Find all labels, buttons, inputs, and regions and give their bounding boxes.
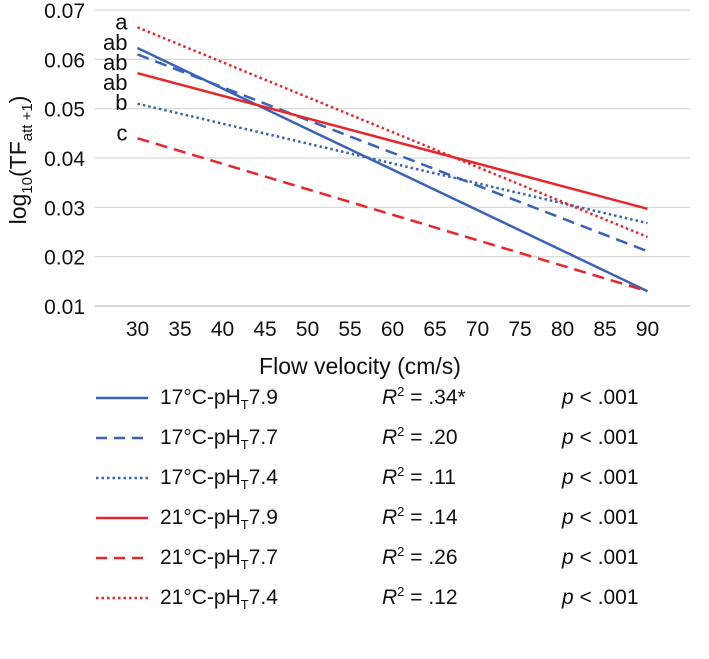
series-line-3 — [137, 102, 648, 225]
y-label-close: ) — [5, 96, 31, 104]
x-axis-label: Flow velocity (cm/s) — [259, 353, 461, 379]
y-label-subscript: att +1 — [19, 103, 36, 141]
x-tick-label: 85 — [593, 318, 616, 341]
significance-letter: ab — [103, 30, 127, 55]
series-line-1 — [136, 46, 649, 293]
legend-series-name: 21°C-pHT7.4 — [160, 586, 278, 613]
y-label-prefix: log — [5, 194, 31, 225]
legend-row-17c-ph79: 17°C-pHT7.9 R2 = .34* p < .001 — [0, 384, 709, 424]
y-axis-ticks: 0.01 0.02 0.03 0.04 0.05 0.06 0.07 — [44, 0, 85, 319]
legend-line-swatch — [96, 516, 148, 520]
x-tick-label: 50 — [296, 318, 319, 341]
x-tick-label: 40 — [211, 318, 234, 341]
y-label-open: (TF — [5, 141, 31, 177]
legend-r-squared: R2 = .34* — [382, 384, 466, 409]
grid-lines — [95, 9, 690, 307]
x-tick-label: 80 — [551, 318, 574, 341]
legend-series-name: 21°C-pHT7.7 — [160, 546, 278, 573]
legend-row-21c-ph77: 21°C-pHT7.7 R2 = .26 p < .001 — [0, 544, 709, 584]
legend-r-squared: R2 = .11 — [382, 464, 456, 489]
y-tick-label: 0.02 — [44, 247, 85, 270]
significance-letter: c — [117, 120, 128, 145]
legend-line-swatch — [96, 476, 148, 480]
y-tick-label: 0.01 — [44, 296, 85, 319]
legend-p-value: p < .001 — [562, 386, 639, 409]
x-tick-label: 55 — [338, 318, 361, 341]
significance-letter: a — [115, 9, 128, 34]
legend-r-squared: R2 = .20 — [382, 424, 458, 449]
legend-row-17c-ph74: 17°C-pHT7.4 R2 = .11 p < .001 — [0, 464, 709, 504]
legend-line-swatch — [96, 436, 148, 440]
legend-series-name: 21°C-pHT7.9 — [160, 506, 278, 533]
legend-row-21c-ph74: 21°C-pHT7.4 R2 = .12 p < .001 — [0, 584, 709, 624]
legend-series-name: 17°C-pHT7.4 — [160, 466, 278, 493]
significance-letter: ab — [103, 50, 127, 75]
legend-series-name: 17°C-pHT7.9 — [160, 386, 278, 413]
y-tick-label: 0.05 — [44, 99, 85, 122]
legend-series-name: 17°C-pHT7.7 — [160, 426, 278, 453]
y-tick-label: 0.07 — [44, 0, 85, 23]
y-tick-label: 0.04 — [44, 148, 85, 171]
x-tick-label: 30 — [126, 318, 149, 341]
legend-r-squared: R2 = .14 — [382, 504, 458, 529]
legend-r-squared: R2 = .12 — [382, 584, 458, 609]
x-axis-ticks: 30 35 40 45 50 55 60 65 70 75 80 85 90 — [126, 318, 659, 341]
y-tick-label: 0.03 — [44, 197, 85, 220]
x-tick-label: 65 — [423, 318, 446, 341]
significance-letter: b — [115, 90, 127, 115]
x-tick-label: 75 — [508, 318, 531, 341]
series-line-5 — [137, 137, 648, 293]
series-line-6 — [137, 26, 648, 239]
significance-letter: ab — [103, 70, 127, 95]
chart-area: 0.01 0.02 0.03 0.04 0.05 0.06 0.07 30 35 40 45 50 5… — [5, 0, 690, 379]
series-line-2 — [137, 53, 648, 253]
y-axis-label: log10(TFatt +1) — [5, 96, 36, 225]
legend-line-swatch — [96, 396, 148, 400]
y-tick-label: 0.06 — [44, 49, 85, 72]
series-line-4 — [137, 71, 648, 211]
x-tick-label: 70 — [466, 318, 489, 341]
x-tick-label: 90 — [636, 318, 659, 341]
legend-line-swatch — [96, 596, 148, 600]
legend-p-value: p < .001 — [562, 586, 639, 609]
legend-line-swatch — [96, 556, 148, 560]
y-label-base: 10 — [19, 177, 36, 194]
legend-row-21c-ph79: 21°C-pHT7.9 R2 = .14 p < .001 — [0, 504, 709, 544]
legend-p-value: p < .001 — [562, 426, 639, 449]
legend-p-value: p < .001 — [562, 506, 639, 529]
x-tick-label: 60 — [381, 318, 404, 341]
x-tick-label: 45 — [253, 318, 276, 341]
x-tick-label: 35 — [168, 318, 191, 341]
legend-p-value: p < .001 — [562, 466, 639, 489]
series-lines — [136, 26, 649, 293]
legend-p-value: p < .001 — [562, 546, 639, 569]
legend-r-squared: R2 = .26 — [382, 544, 458, 569]
legend-row-17c-ph77: 17°C-pHT7.7 R2 = .20 p < .001 — [0, 424, 709, 464]
